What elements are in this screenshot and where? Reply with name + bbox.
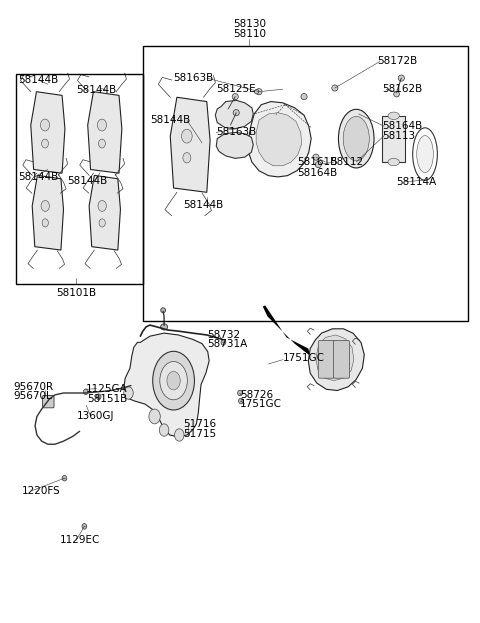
Ellipse shape	[239, 398, 243, 404]
Ellipse shape	[161, 308, 166, 313]
Text: 58110: 58110	[233, 29, 266, 39]
Ellipse shape	[394, 92, 399, 97]
Ellipse shape	[62, 475, 67, 481]
Text: 58726: 58726	[240, 390, 273, 400]
Circle shape	[97, 119, 107, 131]
Text: 58151B: 58151B	[87, 394, 128, 404]
Text: 58144B: 58144B	[67, 176, 107, 186]
Ellipse shape	[160, 324, 168, 330]
Circle shape	[42, 219, 48, 227]
Text: 1751GC: 1751GC	[283, 353, 324, 363]
Ellipse shape	[256, 88, 262, 95]
FancyBboxPatch shape	[318, 341, 335, 378]
Ellipse shape	[233, 110, 240, 116]
Polygon shape	[256, 113, 301, 166]
Text: 51716: 51716	[183, 419, 216, 429]
Circle shape	[149, 409, 160, 424]
Text: 58164B: 58164B	[383, 121, 422, 131]
Text: 58130: 58130	[233, 19, 266, 29]
FancyBboxPatch shape	[334, 341, 349, 378]
Ellipse shape	[160, 361, 187, 400]
Text: 58113: 58113	[383, 131, 416, 141]
Circle shape	[159, 424, 169, 436]
Polygon shape	[308, 329, 364, 391]
Polygon shape	[316, 335, 354, 381]
Text: 58163B: 58163B	[216, 128, 256, 138]
Ellipse shape	[315, 161, 322, 168]
Ellipse shape	[96, 394, 101, 399]
Text: 95670L: 95670L	[13, 391, 52, 401]
Text: 58162B: 58162B	[383, 84, 422, 94]
Text: 58144B: 58144B	[183, 200, 223, 210]
Circle shape	[183, 153, 191, 163]
Text: 58164B: 58164B	[297, 168, 337, 178]
Text: 58114A: 58114A	[396, 177, 437, 187]
Ellipse shape	[82, 523, 87, 529]
Polygon shape	[216, 100, 253, 129]
Ellipse shape	[417, 136, 433, 173]
Circle shape	[41, 201, 49, 211]
Ellipse shape	[313, 154, 319, 160]
Text: 95670R: 95670R	[13, 382, 53, 392]
Bar	[383, 116, 405, 162]
Text: 58144B: 58144B	[76, 85, 117, 95]
Text: 1125GA: 1125GA	[86, 384, 128, 394]
Text: 58731A: 58731A	[207, 340, 247, 350]
Polygon shape	[170, 97, 210, 193]
Text: 51715: 51715	[183, 429, 216, 439]
Ellipse shape	[221, 340, 226, 345]
Ellipse shape	[254, 90, 259, 94]
Polygon shape	[89, 175, 120, 250]
Polygon shape	[263, 305, 310, 356]
Text: 58163B: 58163B	[174, 73, 214, 83]
Text: 58125E: 58125E	[216, 84, 256, 94]
Text: 58101B: 58101B	[56, 288, 96, 298]
Text: 58144B: 58144B	[18, 172, 59, 182]
Polygon shape	[216, 133, 253, 158]
Ellipse shape	[338, 109, 374, 168]
Text: 58112: 58112	[330, 157, 363, 167]
Ellipse shape	[388, 158, 399, 166]
Bar	[143, 46, 468, 321]
Circle shape	[42, 139, 48, 148]
Circle shape	[40, 119, 49, 131]
Circle shape	[99, 219, 105, 227]
Text: 1129EC: 1129EC	[60, 535, 100, 545]
Ellipse shape	[343, 117, 369, 161]
Polygon shape	[31, 92, 65, 173]
Text: 1360GJ: 1360GJ	[76, 411, 114, 422]
Polygon shape	[249, 102, 311, 177]
Ellipse shape	[332, 85, 338, 91]
Polygon shape	[124, 333, 209, 437]
Ellipse shape	[238, 390, 242, 396]
Polygon shape	[88, 92, 122, 173]
Polygon shape	[32, 175, 63, 250]
Text: 58172B: 58172B	[378, 57, 418, 67]
Text: 58161B: 58161B	[297, 157, 337, 167]
Circle shape	[175, 429, 184, 441]
Bar	[16, 74, 143, 283]
Circle shape	[98, 201, 107, 211]
Ellipse shape	[84, 389, 88, 394]
Text: 1751GC: 1751GC	[240, 399, 282, 409]
Circle shape	[181, 129, 192, 143]
Ellipse shape	[398, 75, 404, 81]
Text: 58732: 58732	[207, 330, 240, 340]
Text: 58144B: 58144B	[150, 115, 190, 125]
Ellipse shape	[232, 93, 239, 100]
Ellipse shape	[167, 371, 180, 390]
FancyBboxPatch shape	[43, 396, 54, 408]
Text: 1220FS: 1220FS	[22, 485, 60, 495]
Text: 58144B: 58144B	[18, 75, 59, 85]
Ellipse shape	[388, 112, 399, 120]
Circle shape	[124, 387, 133, 399]
Ellipse shape	[153, 351, 194, 410]
Circle shape	[98, 139, 105, 148]
Ellipse shape	[301, 93, 307, 100]
